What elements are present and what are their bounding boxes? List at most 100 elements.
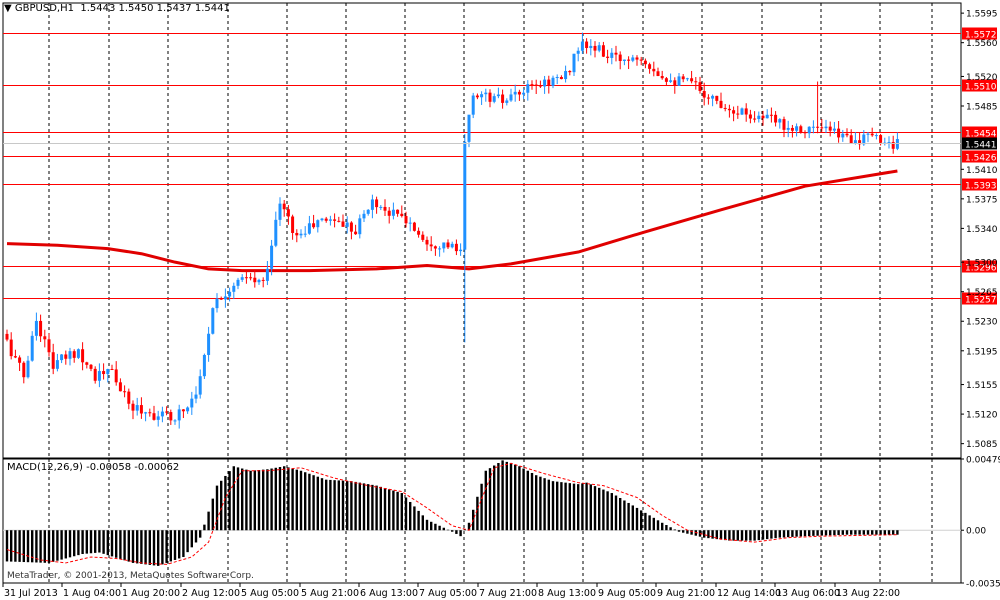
candle-body: [253, 277, 257, 283]
candle-body: [543, 79, 547, 87]
level-price-label: 1.5257: [965, 296, 997, 306]
candle-body: [68, 351, 72, 359]
candle-body: [312, 223, 316, 228]
candle-body: [677, 76, 681, 86]
candle-body: [450, 243, 454, 248]
y-tick-label: 1.5595: [966, 10, 998, 20]
candle-body: [211, 308, 215, 334]
candle-body: [442, 242, 446, 249]
candle-body: [803, 132, 807, 134]
candle-body: [383, 206, 387, 211]
candle-body: [438, 248, 442, 250]
candle-body: [375, 199, 379, 208]
candle-body: [89, 364, 93, 369]
moving-average-line: [6, 169, 898, 273]
candle-body: [186, 407, 190, 412]
level-price-box: [962, 79, 997, 92]
candle-body: [123, 391, 127, 393]
candle-body: [690, 78, 694, 82]
x-tick-label: 31 Jul 2013: [4, 588, 58, 599]
candle-body: [177, 409, 181, 421]
candle-body: [765, 114, 769, 119]
candle-body: [282, 203, 286, 210]
level-price-label: 1.5454: [965, 130, 997, 140]
candle-body: [152, 413, 156, 420]
candle-body: [114, 369, 118, 383]
y-tick-label: 1.5120: [966, 411, 998, 421]
candle-body: [828, 126, 832, 131]
candle-body: [845, 133, 849, 136]
candle-body: [165, 411, 169, 413]
candle-body: [811, 126, 815, 128]
candle-body: [853, 140, 857, 144]
candle-body: [879, 135, 883, 143]
level-price-box: [962, 27, 997, 40]
y-tick-label: 1.5230: [966, 318, 998, 328]
candle-body: [627, 59, 631, 61]
candle-body: [488, 92, 492, 102]
candle-body: [26, 360, 30, 378]
candle-body: [207, 333, 211, 355]
candle-body: [60, 354, 64, 361]
candle-body: [837, 128, 841, 138]
candle-body: [669, 80, 673, 82]
candle-body: [614, 52, 618, 55]
candle-body: [589, 45, 593, 49]
candle-body: [118, 382, 122, 392]
candle-body: [673, 80, 677, 86]
candle-body: [547, 79, 551, 86]
candle-body: [232, 285, 236, 292]
candle-body: [891, 142, 895, 149]
candle-body: [832, 128, 836, 131]
candle-body: [240, 277, 244, 280]
level-price-box: [962, 292, 997, 305]
candle-body: [106, 369, 110, 375]
candle-body: [64, 354, 68, 359]
candle-body: [744, 108, 748, 115]
y-tick-label: 1.5300: [966, 259, 998, 269]
candle-body: [446, 242, 450, 248]
candle-body: [81, 349, 85, 363]
candle-body: [622, 59, 626, 61]
candle-body: [5, 333, 9, 340]
pane-borders: [2, 2, 962, 584]
vertical-grid: [48, 3, 933, 583]
y-tick-label: 1.5410: [966, 166, 998, 176]
macd-y-tick-label: -0.00355: [966, 580, 1000, 590]
y-tick-label: 1.5340: [966, 225, 998, 235]
candle-body: [76, 349, 80, 358]
candle-body: [757, 115, 761, 120]
time-axis: 31 Jul 2013 1 Aug 04:00 1 Aug 20:00 2 Aug 1…: [2, 583, 900, 599]
candle-body: [568, 71, 572, 73]
candle-body: [400, 213, 404, 217]
candle-body: [102, 371, 106, 375]
candle-body: [463, 141, 467, 250]
candle-body: [261, 279, 265, 281]
candle-body: [849, 135, 853, 144]
macd-signal: [6, 462, 898, 565]
candle-body: [244, 277, 248, 279]
candle-body: [43, 336, 47, 340]
candle-body: [412, 222, 416, 231]
level-price-label: 1.5393: [965, 182, 997, 192]
candle-body: [22, 362, 26, 378]
candle-body: [223, 296, 227, 300]
candle-body: [328, 219, 332, 221]
candle-body: [459, 249, 463, 252]
candle-body: [656, 71, 660, 77]
copyright-text: MetaTrader, © 2001-2013, MetaQuotes Soft…: [7, 571, 254, 581]
x-tick-label: 1 Aug 04:00: [63, 588, 121, 599]
current-price-box: [962, 137, 997, 150]
candle-body: [433, 246, 437, 249]
collapse-triangle-icon[interactable]: ▼: [4, 3, 12, 14]
candle-body: [480, 94, 484, 98]
candle-body: [496, 94, 500, 97]
candle-body: [358, 218, 362, 235]
level-price-label: 1.5296: [965, 264, 997, 274]
candle-body: [72, 351, 76, 358]
candle-body: [257, 279, 261, 283]
candle-body: [862, 134, 866, 145]
candle-body: [685, 78, 689, 80]
x-tick-label: 13 Aug 22:00: [836, 588, 900, 599]
